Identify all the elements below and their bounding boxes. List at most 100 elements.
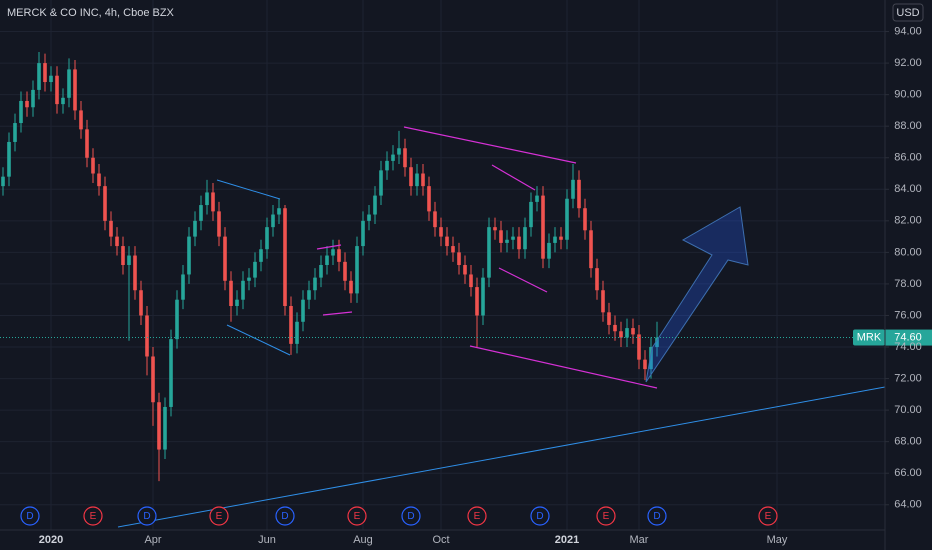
- candle-body: [379, 170, 383, 196]
- drawings: [117, 126, 885, 528]
- candle-body: [199, 205, 203, 221]
- candle-body: [631, 328, 635, 335]
- candle-body: [541, 195, 545, 259]
- wedge-line: [403, 126, 577, 164]
- event-marker[interactable]: [596, 506, 616, 526]
- candle-body: [565, 198, 569, 240]
- candle-body: [589, 230, 593, 269]
- candle-body: [145, 315, 149, 357]
- candle-body: [115, 236, 119, 247]
- candle-body: [25, 100, 29, 108]
- candle-body: [385, 160, 389, 171]
- candle-body: [559, 236, 563, 240]
- candle-body: [169, 339, 173, 407]
- candle-body: [445, 236, 449, 247]
- candle-body: [577, 179, 581, 209]
- channel-line: [498, 267, 548, 293]
- candle-body: [301, 299, 305, 322]
- channel-line: [226, 324, 291, 356]
- candle-body: [649, 347, 653, 370]
- last-price: MRK 74.60: [0, 329, 932, 346]
- candle-body: [457, 252, 461, 265]
- y-tick-label: 68.00: [894, 436, 922, 448]
- x-tick-label: Mar: [630, 534, 649, 546]
- candle-body: [151, 356, 155, 403]
- y-tick-label: 92.00: [894, 57, 922, 69]
- candle-body: [349, 280, 353, 294]
- y-tick-label: 78.00: [894, 278, 922, 290]
- candle-body: [463, 265, 467, 275]
- event-label[interactable]: D: [407, 511, 414, 522]
- event-label[interactable]: E: [474, 511, 481, 522]
- candle-body: [85, 129, 89, 158]
- candle-body: [607, 312, 611, 325]
- event-label[interactable]: E: [216, 511, 223, 522]
- currency-box[interactable]: [892, 3, 924, 22]
- candle-body: [187, 236, 191, 275]
- candle-body: [13, 123, 17, 142]
- event-marker[interactable]: [20, 506, 40, 526]
- candle-body: [283, 208, 287, 307]
- y-tick-label: 86.00: [894, 152, 922, 164]
- event-marker[interactable]: [530, 506, 550, 526]
- y-tick-label: 80.00: [894, 246, 922, 258]
- currency-label[interactable]: USD: [896, 7, 919, 19]
- event-label[interactable]: D: [26, 511, 33, 522]
- price-badge: [885, 329, 932, 346]
- event-marker[interactable]: [83, 506, 103, 526]
- event-label[interactable]: E: [354, 511, 361, 522]
- chart-title: MERCK & CO INC, 4h, Cboe BZX: [7, 7, 175, 19]
- event-label[interactable]: D: [281, 511, 288, 522]
- candle-body: [493, 227, 497, 231]
- candle-body: [109, 220, 113, 237]
- candle-body: [103, 186, 107, 221]
- y-tick-label: 74.00: [894, 341, 922, 353]
- candle-body: [295, 321, 299, 344]
- candle-body: [223, 236, 227, 281]
- candle-body: [325, 255, 329, 265]
- candle-body: [643, 359, 647, 370]
- event-label[interactable]: E: [90, 511, 97, 522]
- y-tick-label: 76.00: [894, 309, 922, 321]
- arrow: [645, 206, 749, 383]
- event-marker[interactable]: [209, 506, 229, 526]
- candle-body: [547, 242, 551, 259]
- candle-body: [163, 406, 167, 450]
- candle-body: [319, 265, 323, 278]
- event-marker[interactable]: [347, 506, 367, 526]
- candle-body: [259, 249, 263, 262]
- candle-body: [373, 195, 377, 215]
- channel-line: [316, 244, 342, 250]
- channel-line: [216, 179, 281, 200]
- event-label[interactable]: E: [603, 511, 610, 522]
- candle-body: [61, 97, 65, 105]
- y-tick-label: 84.00: [894, 183, 922, 195]
- candle-body: [391, 154, 395, 161]
- y-tick-label: 82.00: [894, 215, 922, 227]
- event-marker[interactable]: [137, 506, 157, 526]
- candle-body: [307, 290, 311, 300]
- event-marker[interactable]: [275, 506, 295, 526]
- candle-body: [73, 69, 77, 111]
- event-label[interactable]: D: [143, 511, 150, 522]
- event-marker[interactable]: [401, 506, 421, 526]
- event-marker[interactable]: [467, 506, 487, 526]
- candle-body: [505, 239, 509, 243]
- event-marker[interactable]: [647, 506, 667, 526]
- candle-body: [451, 246, 455, 253]
- event-marker[interactable]: [758, 506, 778, 526]
- candles: [1, 52, 659, 482]
- y-tick-label: 66.00: [894, 467, 922, 479]
- candle-body: [637, 334, 641, 360]
- event-label[interactable]: D: [653, 511, 660, 522]
- candle-body: [277, 208, 281, 215]
- candle-body: [55, 75, 59, 105]
- candle-body: [133, 255, 137, 291]
- candle-body: [535, 195, 539, 202]
- event-label[interactable]: D: [536, 511, 543, 522]
- candle-body: [127, 255, 131, 265]
- event-label[interactable]: E: [765, 511, 772, 522]
- candle-body: [331, 249, 335, 256]
